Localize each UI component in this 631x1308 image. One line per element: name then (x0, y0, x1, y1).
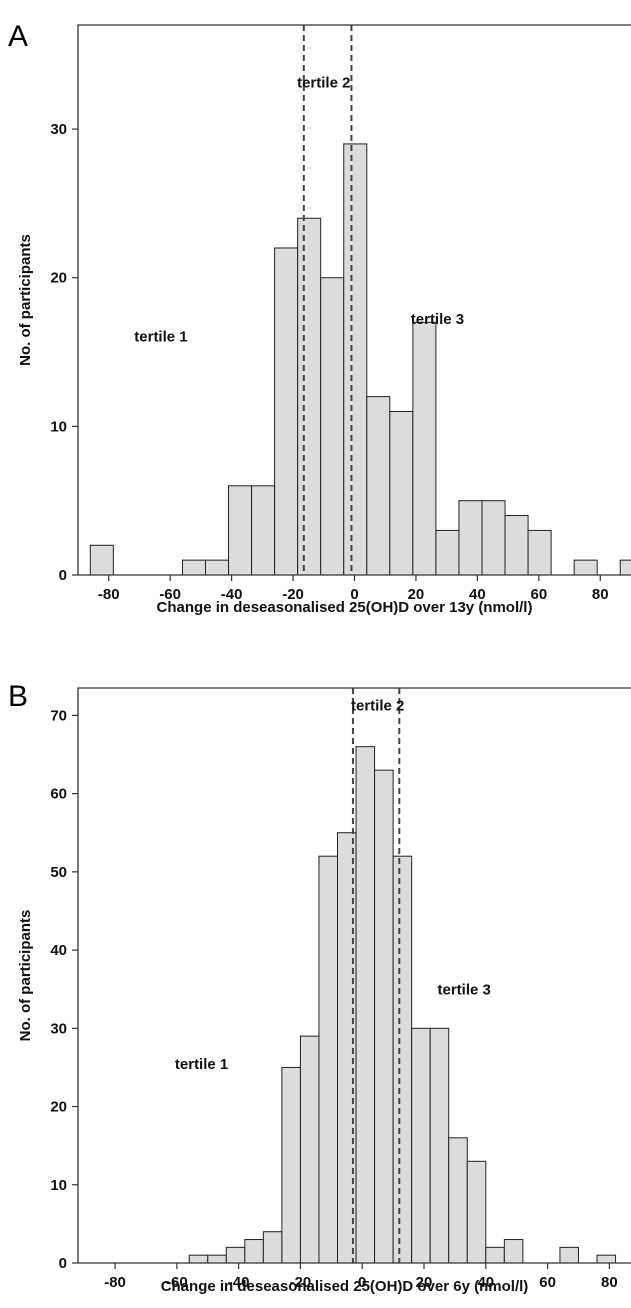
histogram-bar (374, 769, 394, 1264)
histogram-bar (504, 515, 529, 576)
histogram-bar (343, 143, 368, 576)
y-tick-label: 70 (50, 707, 67, 724)
x-tick-label: -80 (104, 1274, 126, 1291)
histogram-bar (274, 247, 299, 576)
histogram-bar (228, 485, 253, 576)
tertile-label: tertile 1 (175, 1056, 228, 1073)
tertile-label: tertile 2 (297, 74, 350, 91)
histogram-bar (262, 1231, 283, 1264)
x-tick-label: -40 (228, 1274, 250, 1291)
plot-frame (77, 687, 631, 1264)
histogram-bar (527, 529, 552, 576)
x-tick-label: -80 (98, 586, 120, 603)
y-tick-label: 30 (50, 1020, 67, 1037)
histogram-bar (481, 500, 506, 576)
y-tick-label: 30 (50, 121, 67, 138)
histogram-bar (596, 1254, 617, 1264)
panel-letter: A (8, 20, 28, 53)
histogram-bar (181, 559, 206, 576)
x-tick-label: 40 (469, 586, 486, 603)
histogram-bar (318, 855, 339, 1264)
x-axis-title: Change in deseasonalised 25(OH)D over 6y… (161, 1278, 529, 1295)
x-tick-label: -60 (166, 1274, 188, 1291)
histogram-bar (244, 1239, 264, 1264)
histogram-bar (559, 1246, 579, 1264)
x-tick-label: -20 (282, 586, 304, 603)
histogram-bar (389, 410, 414, 576)
tertile-label: tertile 2 (351, 698, 404, 715)
histogram-bar (448, 1137, 468, 1264)
x-tick-label: 80 (592, 586, 609, 603)
histogram-bar (355, 746, 376, 1264)
y-tick-label: 0 (59, 567, 67, 584)
histogram-bar (503, 1239, 524, 1264)
x-tick-label: -40 (221, 586, 243, 603)
x-tick-label: 40 (477, 1274, 494, 1291)
histogram-bar (619, 559, 631, 576)
histogram-bar (320, 277, 345, 576)
x-tick-label: 60 (539, 1274, 556, 1291)
histogram-bar (188, 1254, 209, 1264)
y-axis-title: No. of participants (17, 910, 34, 1042)
x-tick-label: 0 (358, 1274, 366, 1291)
x-tick-label: 80 (601, 1274, 618, 1291)
x-tick-label: 20 (408, 586, 425, 603)
histogram-bar (89, 544, 114, 576)
x-tick-label: 0 (350, 586, 358, 603)
tertile-label: tertile 1 (134, 329, 187, 346)
histogram-bar (366, 396, 391, 576)
x-tick-label: -20 (290, 1274, 312, 1291)
histogram-bar (225, 1246, 246, 1264)
panel-letter: B (8, 680, 28, 713)
histogram-bar (485, 1246, 505, 1264)
y-tick-label: 10 (50, 1177, 67, 1194)
y-tick-label: 60 (50, 786, 67, 803)
x-axis-title: Change in deseasonalised 25(OH)D over 13… (157, 599, 533, 616)
histogram-bar (281, 1066, 301, 1264)
histogram-bar (297, 217, 322, 576)
y-tick-label: 40 (50, 942, 67, 959)
y-tick-label: 20 (50, 1099, 67, 1116)
panel-a: A -80 -60 -40 -20 0 20 40 60 80 0 10 20 30 Change in d… (8, 20, 631, 616)
panel-b: B -80 -60 -40 -20 0 20 40 60 80 0 10 20 30 40 50 60 70 Cha… (8, 680, 631, 1295)
histogram-bar (204, 559, 230, 576)
x-tick-label: 20 (416, 1274, 433, 1291)
histogram-bar (573, 559, 598, 576)
histogram-bar (392, 855, 413, 1264)
histogram-bar (412, 321, 437, 576)
histogram-bar (466, 1160, 487, 1264)
histogram-bar (458, 500, 483, 576)
y-tick-label: 50 (50, 864, 67, 881)
y-tick-label: 0 (59, 1255, 67, 1272)
histogram-bar (429, 1027, 450, 1264)
histogram-bar (251, 485, 276, 576)
histogram-bar (435, 529, 460, 576)
histogram-bar (299, 1035, 320, 1264)
histogram-bar (411, 1027, 431, 1264)
x-tick-label: 60 (530, 586, 547, 603)
y-tick-label: 10 (50, 418, 67, 435)
y-tick-label: 20 (50, 270, 67, 287)
y-axis-title: No. of participants (17, 234, 34, 366)
x-tick-label: -60 (159, 586, 181, 603)
tertile-label: tertile 3 (437, 982, 490, 999)
tertile-label: tertile 3 (411, 311, 464, 328)
histogram-bar (207, 1254, 227, 1264)
